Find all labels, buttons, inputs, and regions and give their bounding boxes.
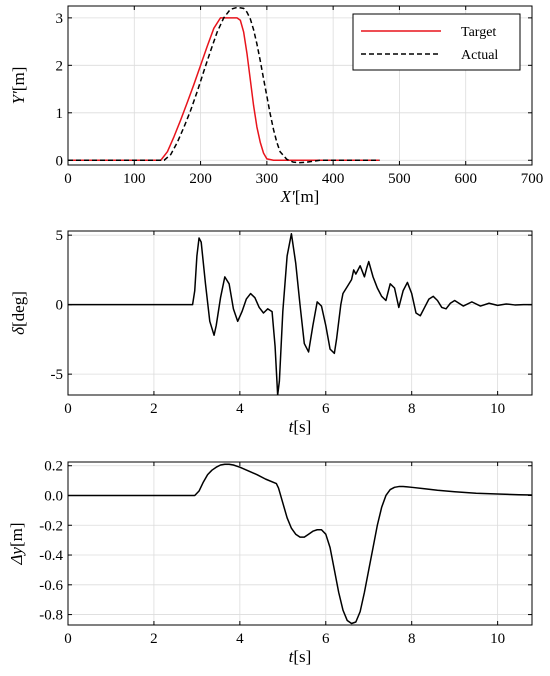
y-tick-label: 0 bbox=[56, 298, 64, 314]
y-tick-label: 2 bbox=[56, 58, 64, 74]
chart-1: 0 100 200 300 400 500 600 700 0 1 2 3 X′[m] Y′[m] Targ… bbox=[9, 5, 544, 206]
y-tick-label: 3 bbox=[56, 11, 64, 27]
x-tick-label: 10 bbox=[490, 401, 505, 417]
x-tick-label: 4 bbox=[236, 631, 244, 647]
x-tick-label: 300 bbox=[256, 171, 279, 187]
y-tick-label: -0.4 bbox=[39, 548, 63, 564]
legend-box bbox=[352, 13, 521, 71]
x-tick-label: 0 bbox=[64, 631, 72, 647]
x-tick-label: 2 bbox=[150, 631, 158, 647]
x-axis-label: t[s] bbox=[289, 647, 312, 666]
chart-2: 0 2 4 6 8 10 -5 0 5 t[s] δ[deg] bbox=[9, 228, 533, 436]
series-line-1 bbox=[68, 463, 532, 625]
y-tick-label: 1 bbox=[56, 106, 64, 122]
x-tick-label: 4 bbox=[236, 401, 244, 417]
x-tick-label: 2 bbox=[150, 401, 158, 417]
x-tick-label: 100 bbox=[123, 171, 146, 187]
y-tick-label: -0.8 bbox=[39, 608, 63, 624]
series-line-actual bbox=[68, 6, 380, 164]
chart-3: 0 2 4 6 8 10 0.2 0.0 -0.2 -0.4 -0.6 -0.8 t[s] Δy[m] bbox=[7, 459, 533, 666]
legend: Target Actual bbox=[352, 13, 521, 71]
series-line-1 bbox=[68, 233, 532, 395]
y-tick-label: 0.0 bbox=[44, 488, 63, 504]
x-tick-label: 0 bbox=[64, 401, 72, 417]
y-tick-label: 0 bbox=[56, 153, 64, 169]
x-tick-label: 600 bbox=[454, 171, 477, 187]
x-tick-label: 0 bbox=[64, 171, 72, 187]
x-tick-label: 700 bbox=[521, 171, 544, 187]
x-tick-label: 10 bbox=[490, 631, 505, 647]
x-tick-label: 500 bbox=[388, 171, 411, 187]
series-line-target bbox=[68, 17, 380, 161]
y-axis-label: δ[deg] bbox=[9, 291, 28, 335]
x-tick-label: 8 bbox=[408, 631, 416, 647]
y-tick-label: -0.2 bbox=[39, 518, 63, 534]
legend-label-target: Target bbox=[461, 25, 496, 40]
axes-box bbox=[67, 230, 533, 396]
x-axis-label: X′[m] bbox=[280, 187, 320, 206]
x-tick-label: 200 bbox=[189, 171, 212, 187]
legend-label-actual: Actual bbox=[461, 48, 498, 63]
x-tick-label: 6 bbox=[322, 631, 330, 647]
axes-box bbox=[67, 461, 533, 626]
y-axis-label: Y′[m] bbox=[9, 67, 28, 105]
y-axis-label: Δy[m] bbox=[7, 522, 26, 565]
x-tick-label: 400 bbox=[322, 171, 345, 187]
x-tick-label: 8 bbox=[408, 401, 416, 417]
x-axis-label: t[s] bbox=[289, 417, 312, 436]
y-tick-label: 5 bbox=[56, 228, 64, 244]
y-tick-label: 0.2 bbox=[44, 459, 63, 475]
x-tick-label: 6 bbox=[322, 401, 330, 417]
y-tick-label: -0.6 bbox=[39, 578, 63, 594]
y-tick-label: -5 bbox=[51, 367, 64, 383]
axes-box bbox=[67, 5, 533, 166]
